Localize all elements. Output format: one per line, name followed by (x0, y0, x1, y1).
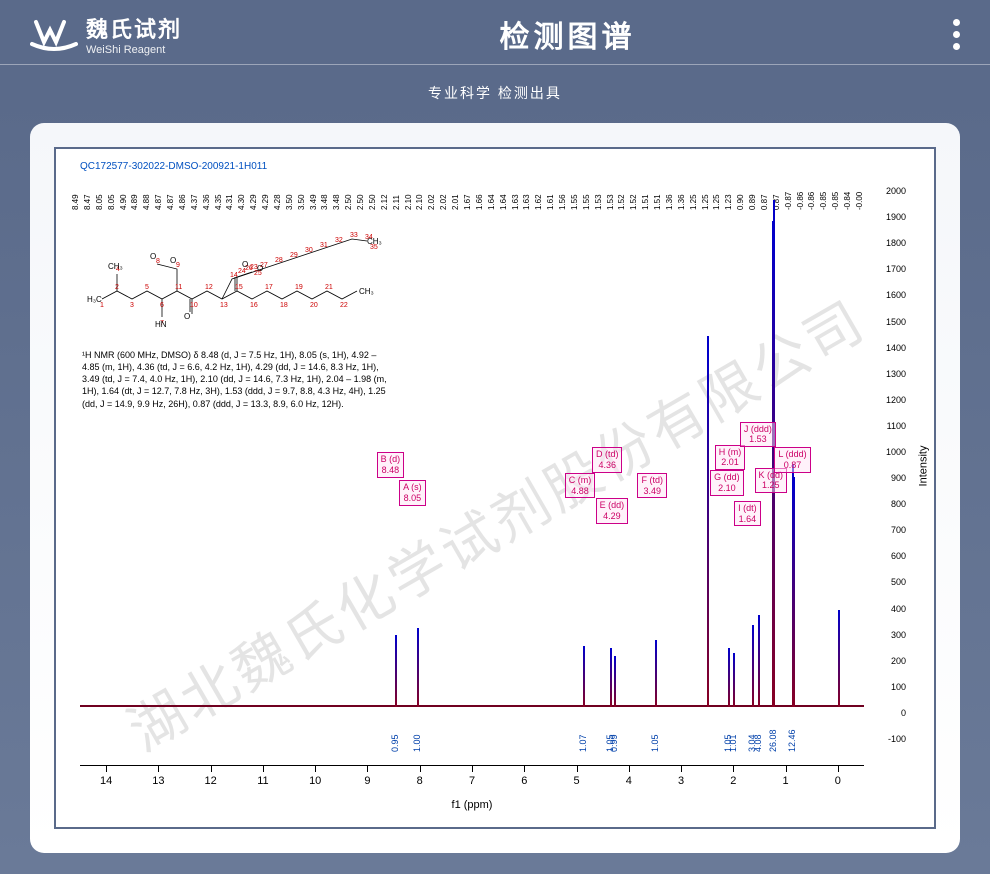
page-title: 检测图谱 (182, 12, 953, 56)
top-tick: 8.49 (71, 194, 80, 210)
y-tick: 1600 (871, 290, 906, 300)
nmr-peak (838, 610, 840, 707)
nmr-peak (752, 625, 754, 707)
y-tick: 0 (871, 708, 906, 718)
peak-box-D: D (td)4.36 (592, 447, 623, 473)
logo: 魏氏试剂 WeiShi Reagent (30, 12, 182, 56)
y-tick: 500 (871, 577, 906, 587)
peak-box-I: I (dt)1.64 (734, 501, 761, 527)
baseline (80, 705, 864, 707)
x-axis-label: f1 (ppm) (452, 799, 493, 811)
y-tick: 700 (871, 525, 906, 535)
subtitle: 专业科学 检测出具 (0, 65, 990, 123)
peak-box-F: F (td)3.49 (637, 473, 667, 499)
integral-label: 4.08 (753, 734, 763, 752)
y-tick: 1800 (871, 238, 906, 248)
y-tick: 1100 (871, 421, 906, 431)
nmr-peak (707, 349, 709, 707)
nmr-peak (792, 482, 794, 707)
peak-box-J: J (ddd)1.53 (740, 422, 776, 448)
y-tick: 1700 (871, 264, 906, 274)
x-tick: 11 (257, 775, 268, 787)
x-tick: 4 (626, 775, 632, 787)
x-tick: 3 (678, 775, 684, 787)
y-tick: 1000 (871, 447, 906, 457)
x-tick: 12 (205, 775, 217, 787)
peak-box-G: G (dd)2.10 (710, 470, 744, 496)
y-tick: 400 (871, 604, 906, 614)
y-axis: Intensity -10001002003004005006007008009… (871, 173, 926, 747)
nmr-peak (610, 648, 612, 707)
y-tick: 2000 (871, 186, 906, 196)
integral-label: 26.08 (768, 729, 778, 752)
y-tick: 100 (871, 682, 906, 692)
y-axis-label: Intensity (918, 446, 930, 487)
integral-label: 12.46 (787, 729, 797, 752)
peak-box-B: B (d)8.48 (377, 452, 405, 478)
nmr-chart: 湖北魏氏化学试剂股份有限公司 QC172577-302022-DMSO-2009… (54, 147, 936, 829)
x-tick: 13 (152, 775, 164, 787)
nmr-peak (583, 646, 585, 707)
menu-dots-icon[interactable] (953, 19, 960, 50)
integral-label: 1.01 (728, 734, 738, 752)
peak-box-E: E (dd)4.29 (596, 498, 629, 524)
logo-icon (30, 16, 78, 52)
y-tick: 200 (871, 656, 906, 666)
y-tick: 300 (871, 630, 906, 640)
nmr-peak (417, 628, 419, 707)
y-tick: 1400 (871, 343, 906, 353)
x-tick: 0 (835, 775, 841, 787)
x-tick: 6 (521, 775, 527, 787)
nmr-peak (614, 656, 616, 707)
y-tick: 1500 (871, 317, 906, 327)
integral-label: 0.95 (390, 734, 400, 752)
y-tick: 1200 (871, 395, 906, 405)
integral-label: 0.99 (609, 734, 619, 752)
header: 魏氏试剂 WeiShi Reagent 检测图谱 (0, 0, 990, 65)
integral-label: 1.00 (412, 734, 422, 752)
top-ticks: 8.498.478.058.054.904.894.884.874.874.86… (80, 173, 864, 203)
y-tick: 600 (871, 551, 906, 561)
nmr-peak (733, 653, 735, 707)
nmr-peak (728, 648, 730, 707)
sample-id: QC172577-302022-DMSO-200921-1H011 (80, 161, 267, 172)
peak-box-L: L (ddd)0.87 (774, 447, 810, 473)
nmr-peak (395, 635, 397, 707)
peak-box-C: C (m)4.88 (565, 473, 596, 499)
brand-en: WeiShi Reagent (86, 44, 182, 56)
nmr-peak (758, 615, 760, 707)
x-tick: 5 (573, 775, 579, 787)
integral-label: 1.07 (578, 734, 588, 752)
x-tick: 9 (364, 775, 370, 787)
y-tick: 800 (871, 499, 906, 509)
plot-area: A (s)8.05B (d)8.48 C (m)4.88D (td)4.36 E (… (80, 204, 864, 767)
y-tick: -100 (871, 734, 906, 744)
brand-cn: 魏氏试剂 (86, 12, 182, 44)
x-tick: 7 (469, 775, 475, 787)
chart-panel: 湖北魏氏化学试剂股份有限公司 QC172577-302022-DMSO-2009… (30, 123, 960, 853)
x-axis: f1 (ppm) 14131211109876543210 (80, 767, 864, 807)
peak-box-A: A (s)8.05 (399, 480, 426, 506)
x-tick: 14 (100, 775, 112, 787)
y-tick: 1900 (871, 212, 906, 222)
y-tick: 1300 (871, 369, 906, 379)
integral-label: 1.05 (650, 734, 660, 752)
x-tick: 1 (783, 775, 789, 787)
nmr-peak (655, 640, 657, 707)
y-tick: 900 (871, 473, 906, 483)
x-tick: 2 (730, 775, 736, 787)
x-tick: 10 (309, 775, 321, 787)
peak-box-H: H (m)2.01 (715, 445, 746, 471)
x-tick: 8 (417, 775, 423, 787)
